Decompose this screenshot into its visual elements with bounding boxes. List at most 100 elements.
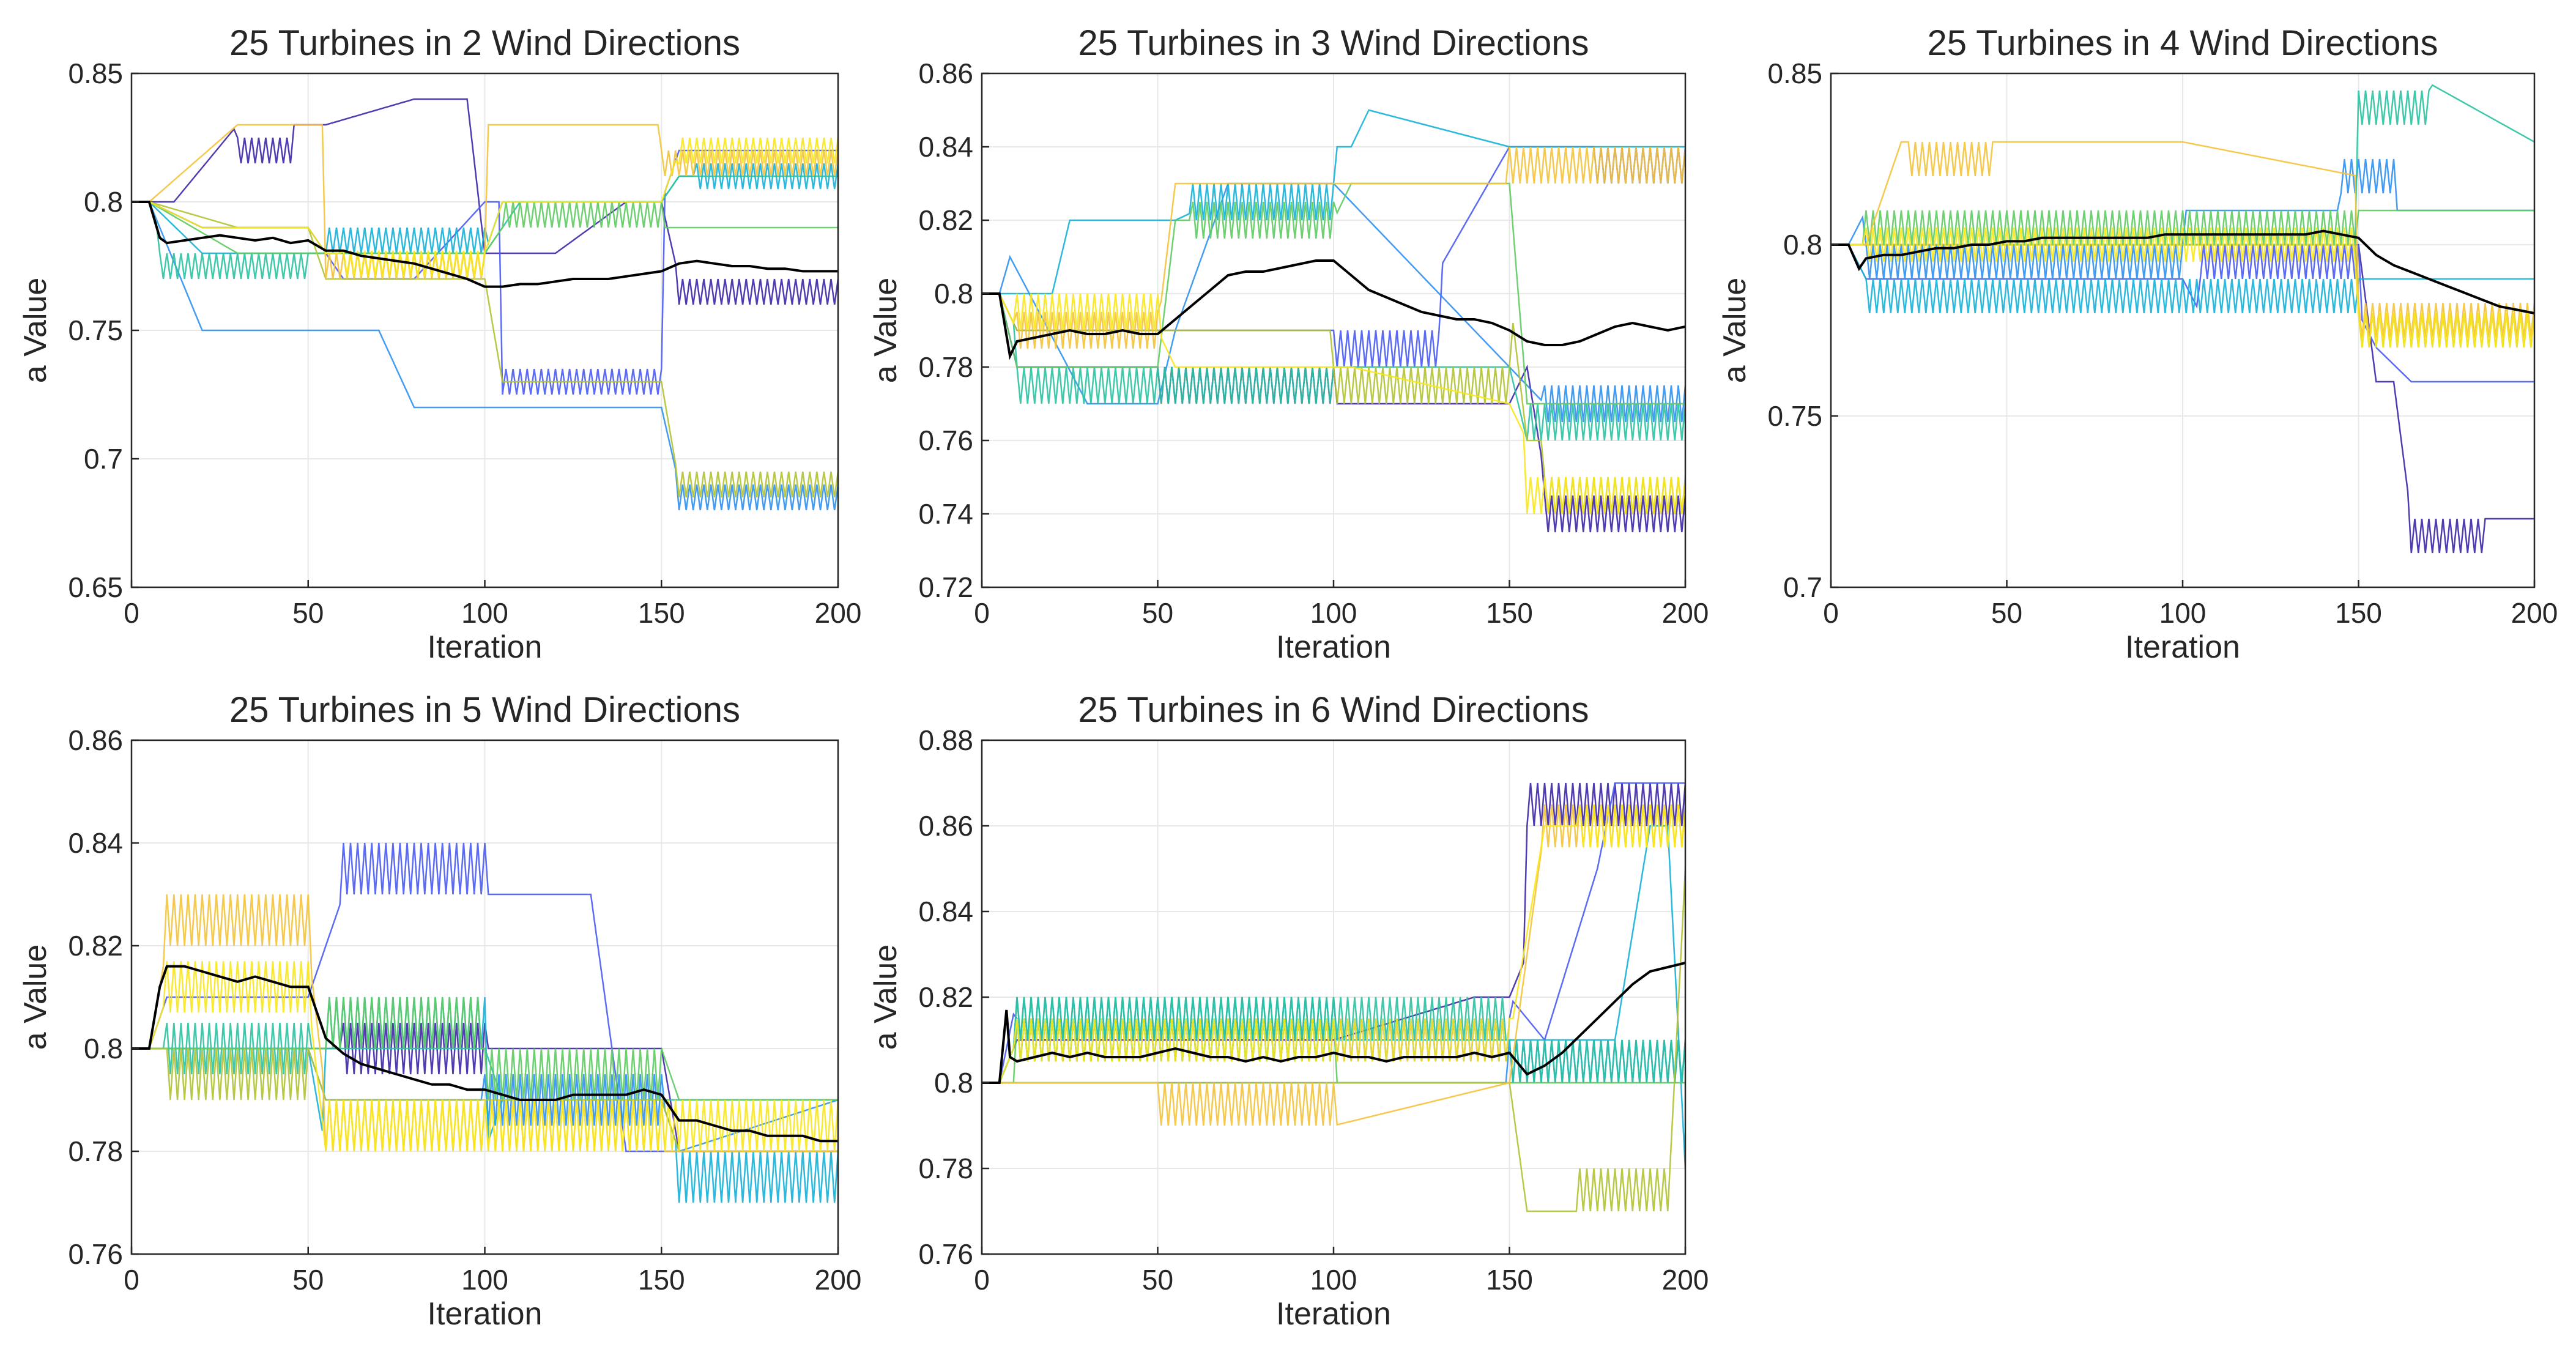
- series-turbine-8: [982, 146, 1685, 349]
- panel-4: 0 50 100 150 200 0.76 0.78 0.8 0.82 0.84 0.86 25 Tu…: [18, 690, 861, 1332]
- x-tick-label: 50: [1142, 1264, 1173, 1296]
- x-tick-label: 200: [815, 1264, 862, 1296]
- y-tick-label: 0.84: [68, 827, 123, 859]
- y-tick-label: 0.76: [918, 1238, 973, 1270]
- series-turbine-9: [1831, 227, 2534, 348]
- y-tick-label: 0.75: [1767, 400, 1822, 432]
- series-group: [132, 98, 838, 511]
- series-group: [982, 782, 1685, 1212]
- x-axis-label: Iteration: [428, 629, 543, 665]
- series-group: [132, 842, 838, 1203]
- y-tick-label: 0.84: [918, 896, 973, 927]
- x-tick-label: 150: [638, 1264, 685, 1296]
- y-tick-label: 0.7: [1783, 571, 1822, 603]
- x-tick-label: 150: [2335, 597, 2382, 629]
- y-tick-label: 0.7: [84, 443, 123, 475]
- x-tick-label: 200: [1662, 597, 1709, 629]
- x-axis-label: Iteration: [2125, 629, 2240, 665]
- y-tick-label: 0.82: [68, 930, 123, 962]
- series-turbine-6: [1831, 209, 2534, 246]
- series-turbine-6: [982, 182, 1685, 405]
- x-tick-label: 200: [815, 597, 862, 629]
- x-axis-label: Iteration: [428, 1296, 543, 1332]
- y-tick-label: 0.8: [1783, 229, 1822, 261]
- series-turbine-3: [132, 201, 838, 511]
- series-mean: [132, 965, 838, 1143]
- y-axis-label: a Value: [18, 945, 53, 1050]
- x-tick-label: 50: [1991, 597, 2022, 629]
- y-tick-label: 0.84: [918, 131, 973, 163]
- x-tick-label: 50: [292, 597, 324, 629]
- x-axis-label: Iteration: [1276, 629, 1391, 665]
- y-tick-label: 0.86: [918, 58, 973, 89]
- x-tick-label: 0: [124, 1264, 139, 1296]
- panel-3: 0 50 100 150 200 0.7 0.75 0.8 0.85 25 Turbines in…: [1717, 23, 2558, 665]
- series-turbine-6: [132, 997, 838, 1101]
- chart-title: 25 Turbines in 5 Wind Directions: [229, 690, 740, 730]
- chart-title: 25 Turbines in 4 Wind Directions: [1928, 23, 2438, 63]
- y-tick-label: 0.8: [84, 186, 123, 218]
- y-tick-label: 0.85: [1767, 58, 1822, 89]
- series-turbine-9: [132, 137, 838, 277]
- series-turbine-9: [132, 961, 838, 1152]
- y-tick-label: 0.88: [918, 724, 973, 756]
- x-tick-label: 50: [1142, 597, 1173, 629]
- y-axis-label: a Value: [868, 278, 904, 384]
- y-tick-label: 0.82: [918, 981, 973, 1013]
- panel-5: 0 50 100 150 200 0.76 0.78 0.8 0.82 0.84 0.86 0.88 2…: [868, 690, 1709, 1332]
- series-turbine-8: [1831, 141, 2534, 338]
- series-mean: [982, 259, 1685, 360]
- y-tick-label: 0.8: [934, 278, 973, 310]
- y-tick-label: 0.82: [918, 204, 973, 236]
- series-group: [1831, 84, 2534, 554]
- x-tick-label: 200: [1662, 1264, 1709, 1296]
- series-mean: [132, 201, 838, 288]
- x-tick-label: 50: [292, 1264, 324, 1296]
- chart-title: 25 Turbines in 3 Wind Directions: [1078, 23, 1589, 63]
- series-mean: [1831, 229, 2534, 314]
- y-tick-label: 0.8: [934, 1067, 973, 1099]
- x-tick-label: 100: [1310, 1264, 1357, 1296]
- x-tick-label: 0: [124, 597, 139, 629]
- x-tick-label: 100: [2159, 597, 2207, 629]
- x-tick-label: 200: [2511, 597, 2558, 629]
- x-tick-label: 0: [1823, 597, 1839, 629]
- series-mean: [982, 962, 1685, 1084]
- x-tick-label: 100: [461, 1264, 508, 1296]
- y-tick-label: 0.74: [918, 498, 973, 530]
- panel-1: 0 50 100 150 200 0.65 0.7 0.75 0.8 0.85 25 Turbine…: [18, 23, 861, 665]
- chart-title: 25 Turbines in 6 Wind Directions: [1078, 690, 1589, 730]
- y-tick-label: 0.86: [918, 810, 973, 842]
- x-tick-label: 100: [1310, 597, 1357, 629]
- y-tick-label: 0.72: [918, 571, 973, 603]
- series-group: [982, 109, 1685, 533]
- y-tick-label: 0.76: [68, 1238, 123, 1270]
- series-turbine-8: [982, 804, 1685, 1126]
- x-tick-label: 150: [1486, 1264, 1533, 1296]
- y-tick-label: 0.76: [918, 425, 973, 456]
- y-tick-label: 0.65: [68, 571, 123, 603]
- y-tick-label: 0.8: [84, 1033, 123, 1064]
- y-tick-label: 0.78: [68, 1135, 123, 1167]
- series-turbine-9: [982, 292, 1685, 514]
- series-turbine-4: [1831, 243, 2534, 314]
- y-tick-label: 0.85: [68, 58, 123, 89]
- y-axis-label: a Value: [1717, 278, 1753, 384]
- y-tick-label: 0.86: [68, 724, 123, 756]
- x-tick-label: 150: [638, 597, 685, 629]
- y-tick-label: 0.78: [918, 351, 973, 383]
- y-tick-label: 0.75: [68, 314, 123, 346]
- x-axis-label: Iteration: [1276, 1296, 1391, 1332]
- panel-2: 0 50 100 150 200 0.72 0.74 0.76 0.78 0.8 0.82 0.84 0…: [868, 23, 1709, 665]
- x-tick-label: 0: [974, 597, 990, 629]
- x-tick-label: 100: [461, 597, 508, 629]
- x-tick-label: 0: [974, 1264, 990, 1296]
- y-tick-label: 0.78: [918, 1153, 973, 1184]
- series-turbine-9: [982, 804, 1685, 1084]
- chart-title: 25 Turbines in 2 Wind Directions: [229, 23, 740, 63]
- y-axis-label: a Value: [18, 278, 53, 384]
- series-turbine-5: [982, 997, 1685, 1084]
- y-axis-label: a Value: [868, 945, 904, 1050]
- x-tick-label: 150: [1486, 597, 1533, 629]
